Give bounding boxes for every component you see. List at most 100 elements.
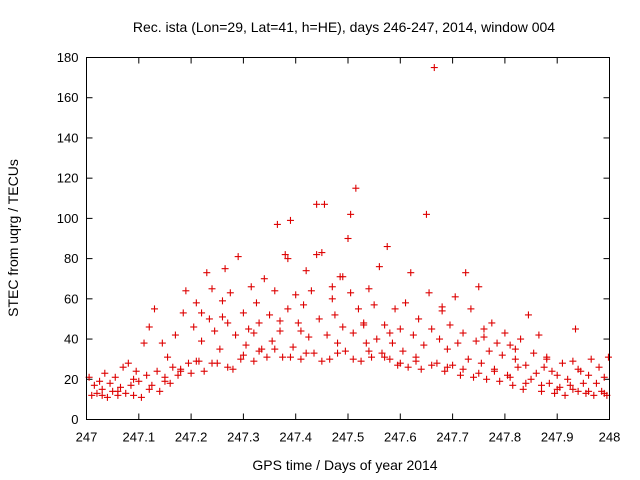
data-point (420, 341, 428, 349)
data-point (404, 363, 412, 371)
data-point (428, 325, 436, 333)
data-point (111, 373, 119, 381)
data-point (341, 347, 349, 355)
data-point (540, 363, 548, 371)
data-point (517, 335, 525, 343)
data-point (234, 253, 242, 261)
data-point (470, 373, 478, 381)
data-point (114, 387, 122, 395)
data-point (192, 299, 200, 307)
data-point (119, 363, 127, 371)
data-point (292, 291, 300, 299)
tick-labels: 247 247.1 247.2 247.3 247.4 247.5 247.6 247.7 24… (57, 50, 621, 445)
data-point (161, 377, 169, 385)
data-point (198, 337, 206, 345)
data-point (449, 361, 457, 369)
data-point (538, 381, 546, 389)
data-point (268, 337, 276, 345)
data-point (266, 311, 274, 319)
data-point (349, 329, 357, 337)
data-point (156, 387, 164, 395)
data-point (604, 353, 612, 361)
data-point (396, 325, 404, 333)
data-point (527, 375, 535, 383)
data-point (459, 365, 467, 373)
data-point (600, 389, 608, 397)
x-tick-label: 248 (599, 430, 621, 445)
x-tick-label: 247.5 (332, 430, 365, 445)
data-point (354, 305, 362, 313)
data-point (417, 365, 425, 373)
data-point (543, 355, 551, 363)
data-point (511, 345, 519, 353)
data-point (378, 349, 386, 357)
data-point (524, 311, 532, 319)
data-point (200, 367, 208, 375)
data-point (237, 355, 245, 363)
data-point (300, 301, 308, 309)
data-point (425, 289, 433, 297)
data-point (535, 331, 543, 339)
data-point (279, 353, 287, 361)
data-point (407, 269, 415, 277)
data-point (477, 359, 485, 367)
data-point (294, 319, 302, 327)
data-point (522, 361, 530, 369)
data-point (436, 335, 444, 343)
data-point (328, 295, 336, 303)
data-point (381, 321, 389, 329)
data-point (522, 379, 530, 387)
data-point (496, 377, 504, 385)
data-point (184, 359, 192, 367)
data-point (101, 369, 109, 377)
data-point (208, 359, 216, 367)
data-point (514, 363, 522, 371)
data-point (323, 331, 331, 339)
data-point (360, 319, 368, 327)
data-point (276, 327, 284, 335)
data-point (124, 359, 132, 367)
data-points (85, 64, 612, 401)
chart-title: Rec. ista (Lon=29, Lat=41, h=HE), days 2… (133, 19, 555, 35)
data-point (386, 329, 394, 337)
data-point (391, 305, 399, 313)
data-point (116, 383, 124, 391)
data-point (368, 353, 376, 361)
data-point (595, 363, 603, 371)
data-point (198, 309, 206, 317)
data-point (472, 337, 480, 345)
y-axis-label: STEC from uqrg / TECUs (5, 159, 21, 317)
x-tick-label: 247.1 (123, 430, 156, 445)
data-point (271, 287, 279, 295)
x-tick-label: 247.7 (436, 430, 469, 445)
data-point (365, 285, 373, 293)
data-point (218, 297, 226, 305)
data-point (344, 235, 352, 242)
data-point (551, 389, 559, 397)
data-point (422, 210, 430, 218)
data-point (464, 355, 472, 363)
data-point (150, 305, 158, 313)
data-point (143, 371, 151, 379)
data-point (553, 371, 561, 379)
data-point (247, 283, 255, 291)
data-point (572, 325, 580, 333)
data-point (127, 381, 135, 389)
data-point (498, 351, 506, 359)
data-point (454, 339, 462, 347)
data-point (443, 345, 451, 353)
x-tick-label: 247.8 (489, 430, 522, 445)
data-point (558, 359, 566, 367)
data-point (103, 393, 111, 401)
data-point (365, 347, 373, 355)
data-point (164, 353, 172, 361)
data-point (93, 389, 101, 397)
data-point (511, 355, 519, 363)
data-point (153, 367, 161, 375)
data-point (480, 333, 488, 341)
x-tick-label: 247.4 (279, 430, 312, 445)
data-point (592, 379, 600, 387)
data-point (98, 391, 106, 399)
data-point (490, 367, 498, 375)
data-point (459, 329, 467, 337)
